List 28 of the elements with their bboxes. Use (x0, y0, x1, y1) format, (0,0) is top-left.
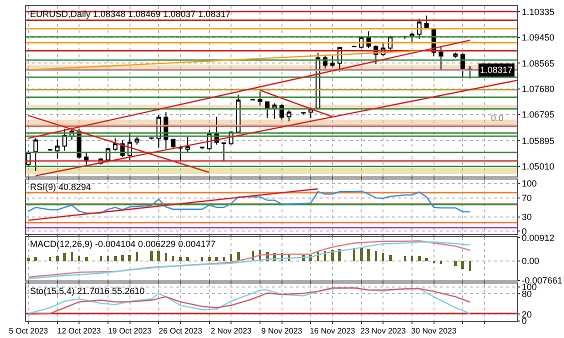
y-tick-label: 1.07680 (522, 84, 554, 94)
y-tick-label: 30 (522, 212, 532, 222)
chart-title: RSI(9) 40.8294 (30, 182, 92, 192)
y-tick-label: 1.05010 (522, 162, 554, 172)
x-tick-label: 16 Nov 2023 (310, 326, 356, 336)
y-tick-label: 100 (522, 178, 537, 189)
y-tick-label: 1.09450 (522, 32, 554, 43)
y-tick-label: 0 (522, 226, 527, 236)
x-tick-label: 12 Oct 2023 (57, 326, 102, 336)
x-tick-label: 2 Nov 2023 (210, 326, 252, 336)
chart-title: EURUSD,Daily 1.08348 1.08469 1.08037 1.08317 (30, 9, 231, 19)
x-tick-label: 23 Nov 2023 (360, 326, 406, 336)
x-tick-label: 9 Nov 2023 (261, 326, 303, 336)
annotation: 0.0 (491, 113, 504, 123)
x-tick-label: 19 Oct 2023 (108, 326, 152, 336)
y-tick-label: 1.10335 (522, 6, 554, 17)
x-tick-label: 26 Oct 2023 (158, 326, 203, 336)
y-tick-label: 1.06795 (522, 110, 554, 120)
ref-line-label: 1.08317 (480, 65, 513, 75)
x-tick-label: 30 Nov 2023 (411, 326, 457, 336)
y-tick-label: 1.05895 (522, 136, 554, 146)
x-tick-label: 5 Oct 2023 (8, 326, 49, 336)
chart-title: Sto(15,5,4) 21.7016 55.2610 (30, 286, 145, 296)
chart-title: MACD(12,26,9) -0.004104 0.006229 0.004177 (30, 239, 216, 249)
y-tick-label: 0.00 (522, 256, 540, 266)
y-tick-label: 1.08565 (522, 58, 554, 68)
y-tick-label: -0.007661 (522, 275, 562, 286)
y-tick-label: 70 (522, 193, 532, 204)
